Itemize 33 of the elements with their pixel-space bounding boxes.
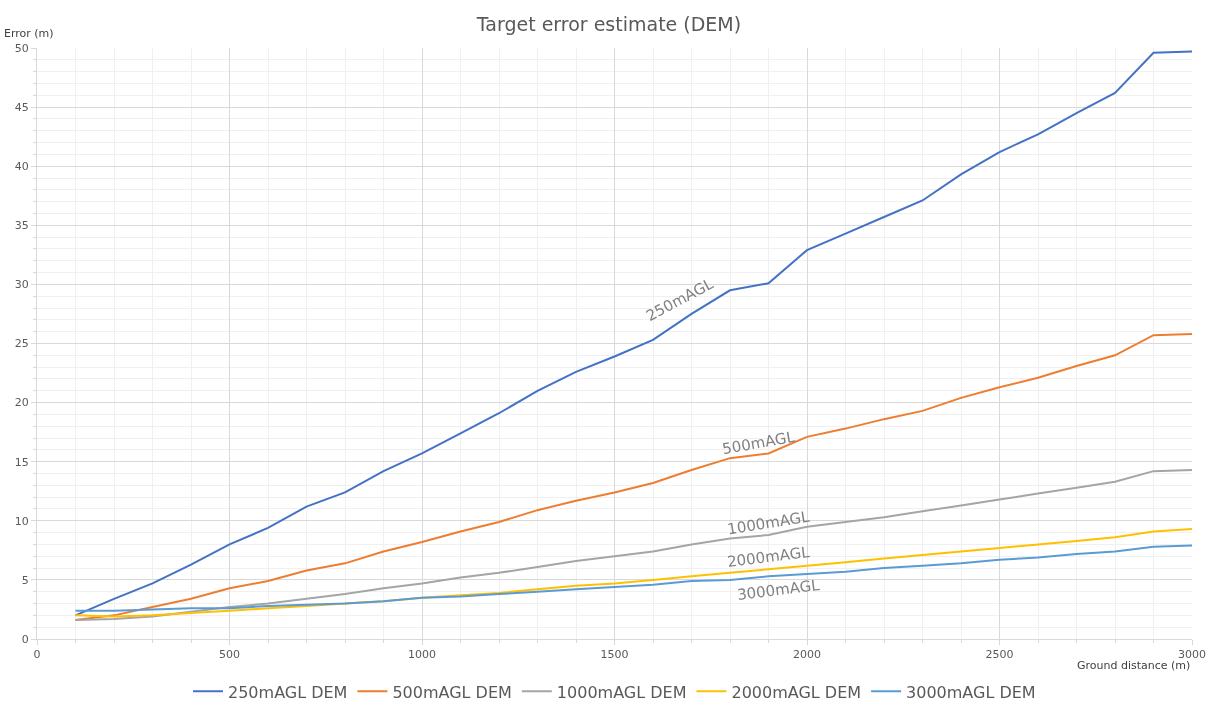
x-tick-label: 0 [33, 648, 41, 662]
legend-label: 2000mAGL DEM [731, 682, 862, 702]
annotation: 3000mAGL [736, 575, 822, 604]
y-tick-label: 10 [14, 514, 29, 528]
x-tick-label: 3000 [1178, 648, 1206, 662]
legend-label: 3000mAGL DEM [906, 682, 1036, 702]
line-series [74, 50, 1192, 617]
x-axis-title: Ground distance (m) [1077, 659, 1191, 672]
y-tick-label: 0 [21, 632, 29, 646]
y-tick-label: 20 [14, 396, 29, 410]
annotation: 2000mAGL [726, 542, 812, 571]
chart-title: Target error estimate (DEM) [475, 13, 742, 36]
y-tick-label: 30 [14, 278, 29, 292]
y-axis-title: Error (m) [4, 27, 54, 40]
y-tick-label: 15 [14, 455, 29, 469]
legend-label: 250mAGL DEM [228, 682, 348, 702]
x-tick-label: 1000 [408, 648, 436, 662]
y-tick-label: 40 [14, 160, 29, 174]
x-tick-label: 1500 [600, 648, 629, 662]
line-series [74, 468, 1192, 622]
x-tick-label: 500 [219, 648, 240, 662]
y-tick-label: 35 [14, 219, 29, 233]
x-tick-label: 2000 [793, 648, 821, 662]
legend-label: 1000mAGL DEM [556, 682, 687, 702]
y-tick-label: 50 [14, 41, 29, 55]
y-tick-label: 25 [14, 337, 29, 351]
y-tick-label: 45 [14, 100, 29, 114]
y-tick-label: 5 [21, 573, 29, 587]
annotation: 500mAGL [720, 427, 797, 459]
annotation: 1000mAGL [726, 507, 812, 539]
x-tick-label: 2500 [985, 648, 1014, 662]
legend-label: 500mAGL DEM [392, 682, 512, 702]
line-series [74, 544, 1192, 612]
